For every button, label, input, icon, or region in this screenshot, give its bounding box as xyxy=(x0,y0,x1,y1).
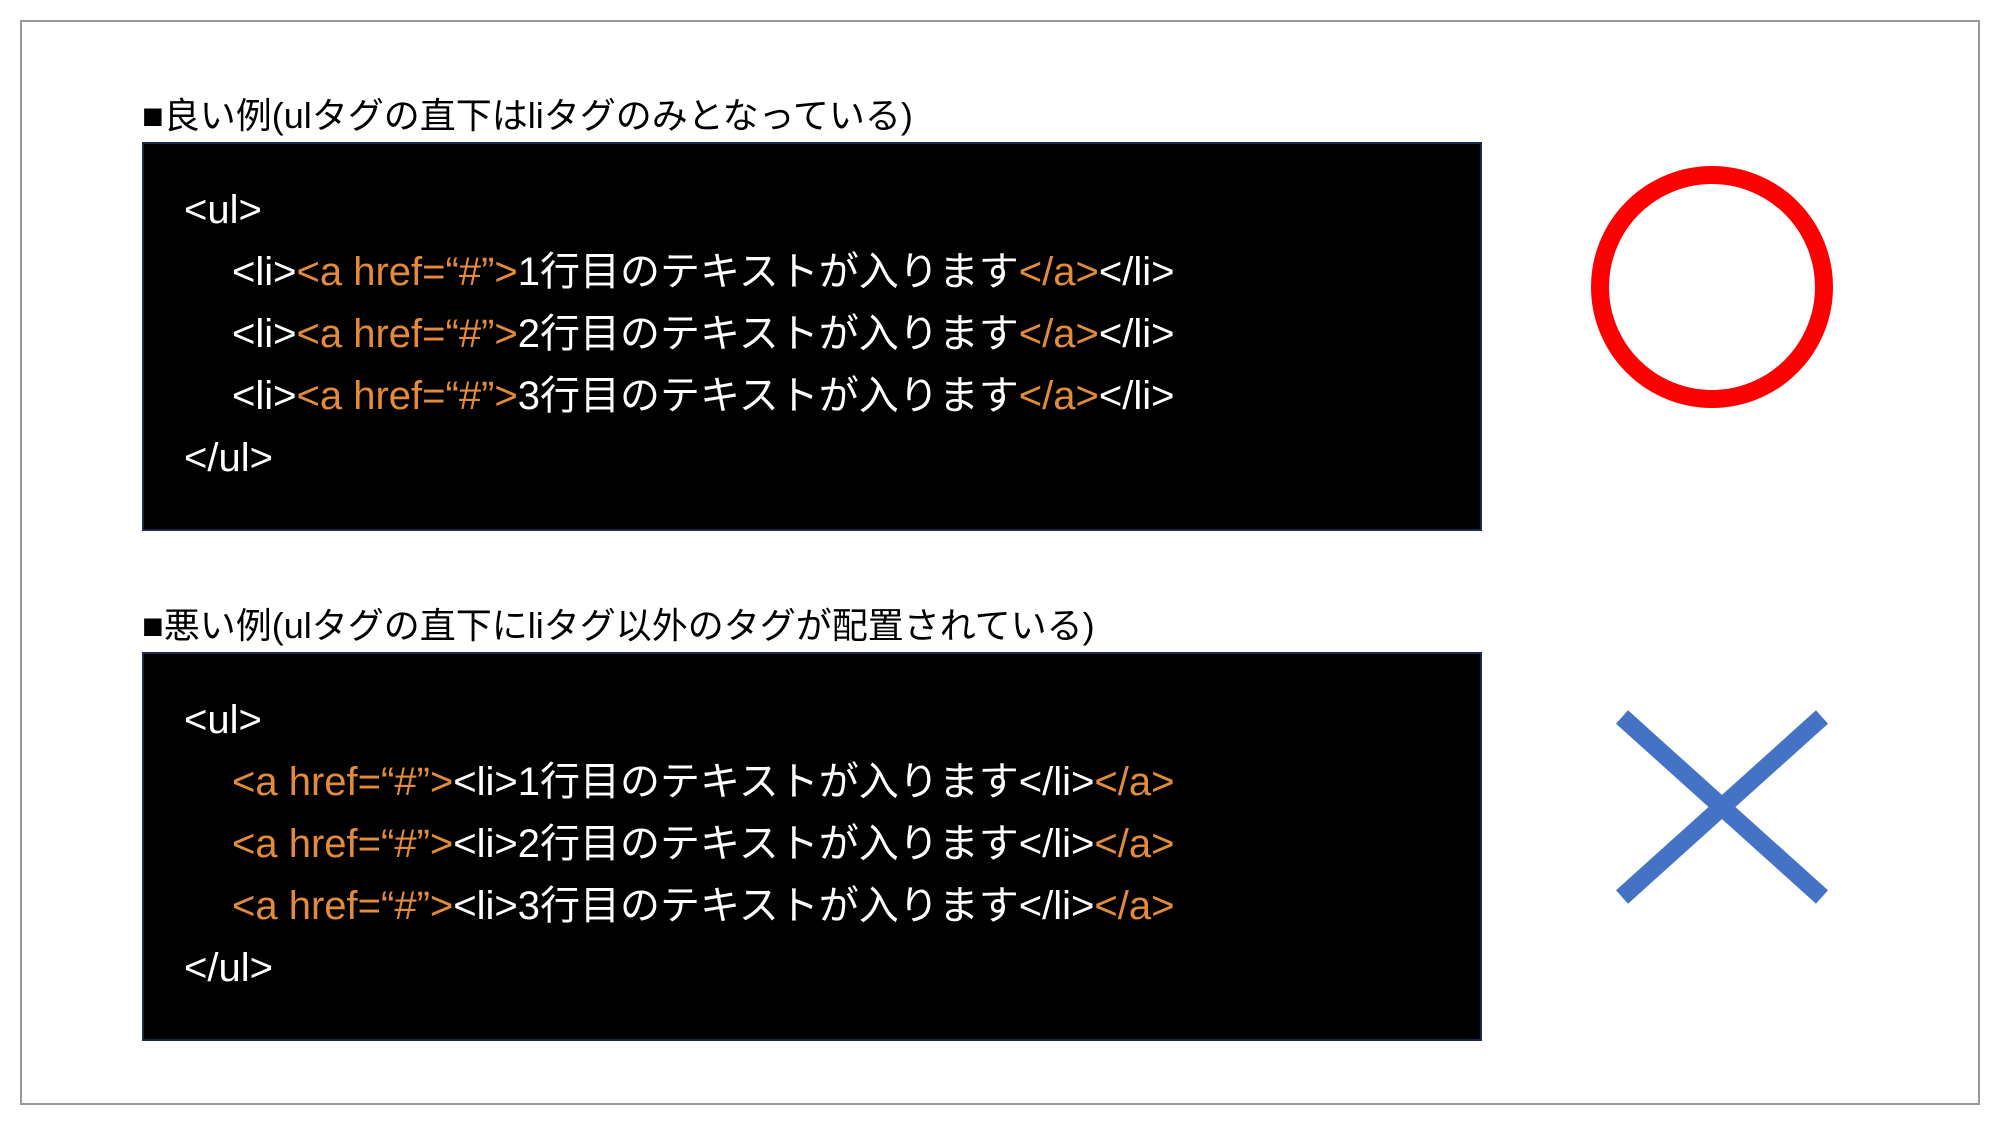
code-text: <a href=“#”> xyxy=(297,374,518,418)
code-text: </li> xyxy=(1019,884,1095,928)
code-text: 1行目のテキストが入ります xyxy=(518,250,1019,294)
code-text: </a> xyxy=(1019,374,1099,418)
correct-circle-icon xyxy=(1582,157,1842,417)
incorrect-cross-icon xyxy=(1607,702,1837,912)
code-text: </a> xyxy=(1094,760,1174,804)
code-text: </ul> xyxy=(184,946,273,990)
bad-example-heading: ■悪い例(ulタグの直下にliタグ以外のタグが配置されている) xyxy=(142,597,1095,649)
code-text: <li> xyxy=(453,884,518,928)
code-text: </li> xyxy=(1099,374,1175,418)
code-text: 1行目のテキストが入ります xyxy=(518,760,1019,804)
code-text: </li> xyxy=(1099,312,1175,356)
code-text: <ul> xyxy=(184,188,262,232)
code-text: 2行目のテキストが入ります xyxy=(518,312,1019,356)
code-text: <li> xyxy=(232,250,297,294)
code-text: <a href=“#”> xyxy=(232,822,453,866)
code-text: 3行目のテキストが入ります xyxy=(518,884,1019,928)
code-text: </li> xyxy=(1099,250,1175,294)
code-text: </a> xyxy=(1019,312,1099,356)
code-text: <li> xyxy=(453,760,518,804)
code-text: <a href=“#”> xyxy=(232,760,453,804)
code-text: </a> xyxy=(1094,822,1174,866)
code-text: <li> xyxy=(453,822,518,866)
code-text: </li> xyxy=(1019,822,1095,866)
slide-frame: ■良い例(ulタグの直下はliタグのみとなっている) <ul> <li><a h… xyxy=(20,20,1980,1105)
code-text: <a href=“#”> xyxy=(232,884,453,928)
code-text: </ul> xyxy=(184,436,273,480)
code-text: <li> xyxy=(232,374,297,418)
good-example-code: <ul> <li><a href=“#”>1行目のテキストが入ります</a></… xyxy=(142,142,1482,531)
code-text: 3行目のテキストが入ります xyxy=(518,374,1019,418)
code-text: <a href=“#”> xyxy=(297,250,518,294)
good-example-heading: ■良い例(ulタグの直下はliタグのみとなっている) xyxy=(142,87,913,139)
code-text: 2行目のテキストが入ります xyxy=(518,822,1019,866)
code-text: </li> xyxy=(1019,760,1095,804)
code-text: <ul> xyxy=(184,698,262,742)
code-text: <a href=“#”> xyxy=(297,312,518,356)
code-text: <li> xyxy=(232,312,297,356)
code-text: </a> xyxy=(1019,250,1099,294)
bad-example-code: <ul> <a href=“#”><li>1行目のテキストが入ります</li><… xyxy=(142,652,1482,1041)
code-text: </a> xyxy=(1094,884,1174,928)
